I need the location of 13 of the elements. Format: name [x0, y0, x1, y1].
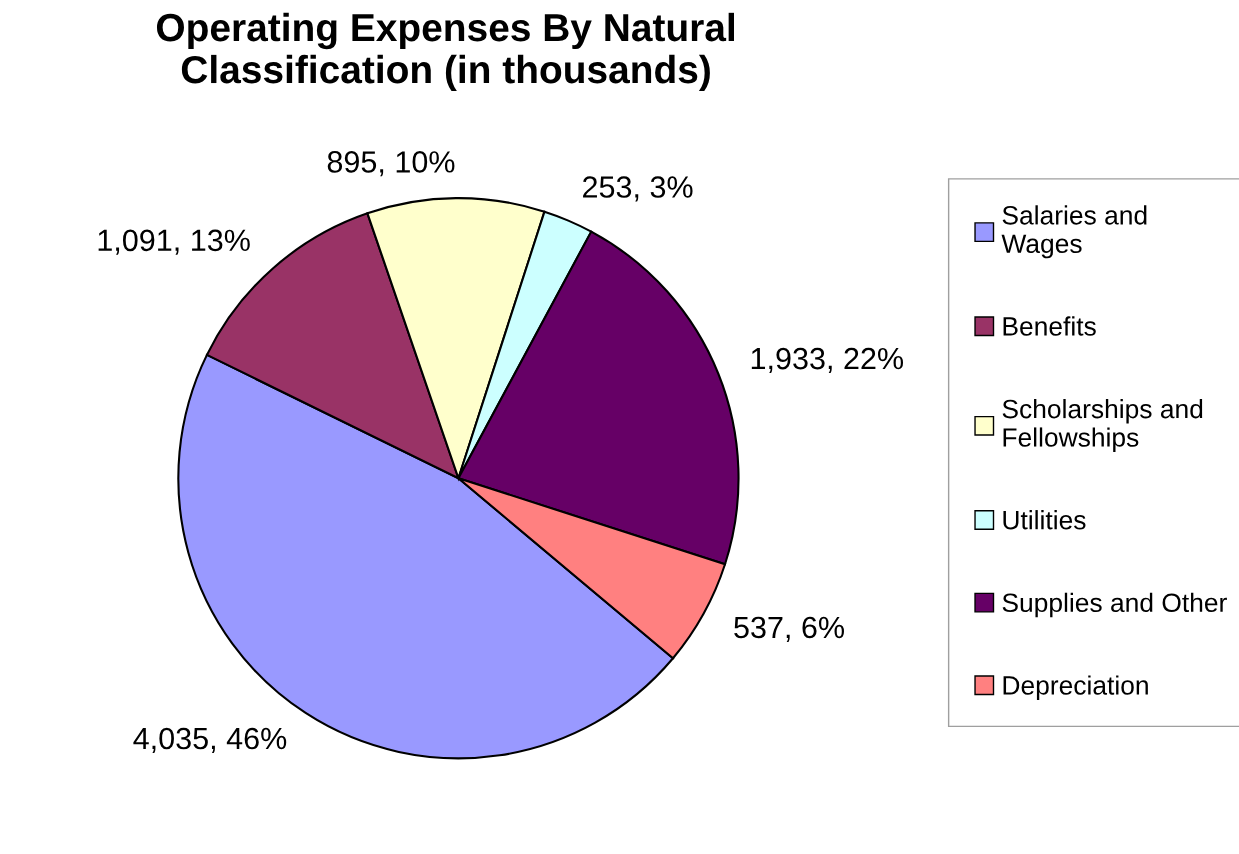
legend-label: Salaries and Wages	[1001, 205, 1147, 259]
data-label: 895, 10%	[327, 151, 455, 177]
chart-title: Operating Expenses By Natural Classification (in thousands)	[156, 12, 734, 92]
data-label: 1,091, 13%	[98, 229, 250, 255]
data-label: 4,035, 46%	[133, 727, 287, 753]
legend-label: Benefits	[1003, 316, 1096, 336]
legend-label: Scholarships and Fellowships	[1002, 398, 1203, 453]
legend-label: Supplies and Other	[1002, 592, 1227, 618]
data-label: 1,933, 22%	[751, 347, 904, 374]
data-label: 253, 3%	[583, 176, 693, 202]
legend-label: Depreciation	[1003, 675, 1148, 700]
legend-label: Utilities	[1003, 510, 1086, 530]
data-label: 537, 6%	[734, 616, 844, 642]
